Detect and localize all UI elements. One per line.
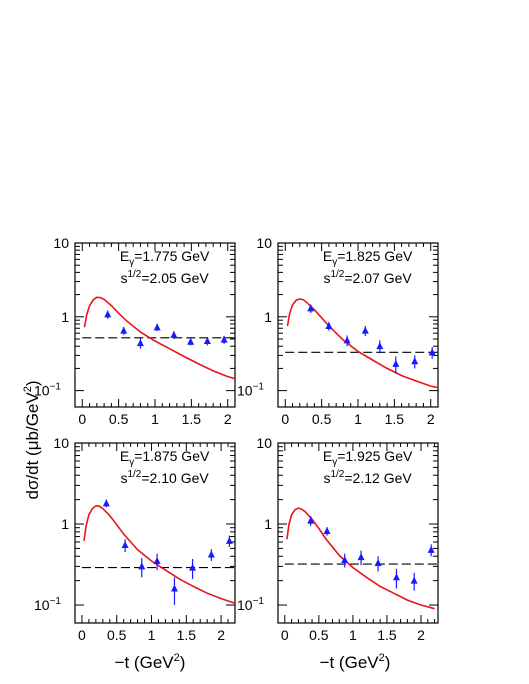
data-point bbox=[203, 337, 211, 345]
data-point bbox=[189, 563, 197, 571]
y-tick-label: 10−1 bbox=[34, 382, 61, 399]
data-point bbox=[120, 326, 128, 334]
x-tick-label: 1 bbox=[354, 411, 362, 427]
y-tick-label: 1 bbox=[264, 309, 272, 325]
x-axis-label-right: −t (GeV2) bbox=[320, 652, 391, 672]
x-tick-label: 1 bbox=[151, 411, 159, 427]
data-point bbox=[170, 330, 178, 338]
data-point bbox=[392, 359, 400, 367]
x-tick-label: 0 bbox=[78, 627, 86, 643]
data-point bbox=[392, 573, 400, 581]
data-point bbox=[325, 322, 333, 330]
model-curve bbox=[83, 504, 236, 605]
data-point bbox=[307, 516, 315, 524]
data-point bbox=[225, 536, 233, 544]
y-tick-label: 1 bbox=[61, 309, 69, 325]
plot-frame bbox=[277, 442, 439, 624]
data-point bbox=[102, 499, 110, 507]
data-point bbox=[220, 335, 228, 343]
data-point bbox=[187, 337, 195, 345]
data-point bbox=[427, 545, 435, 553]
data-point bbox=[343, 336, 351, 344]
y-tick-label: 10 bbox=[256, 435, 272, 451]
x-tick-label: 1.5 bbox=[182, 411, 202, 427]
y-tick-label: 10 bbox=[53, 435, 69, 451]
data-point bbox=[357, 553, 365, 561]
model-curve bbox=[286, 507, 435, 610]
y-tick-label: 10−1 bbox=[237, 382, 264, 399]
x-tick-label: 0.5 bbox=[309, 627, 329, 643]
x-tick-label: 2 bbox=[217, 627, 225, 643]
cm-energy-label: s1/2=2.05 GeV bbox=[120, 269, 209, 286]
data-point bbox=[121, 541, 129, 549]
beam-energy-label: Eγ=1.825 GeV bbox=[323, 248, 413, 268]
x-axis-label-left: −t (GeV2) bbox=[115, 652, 186, 672]
plot-frame bbox=[74, 242, 236, 408]
cm-energy-label: s1/2=2.12 GeV bbox=[323, 469, 412, 486]
y-tick-label: 10 bbox=[53, 235, 69, 251]
beam-energy-label: Eγ=1.775 GeV bbox=[120, 248, 210, 268]
x-tick-label: 0 bbox=[281, 627, 289, 643]
model-curve bbox=[286, 298, 439, 389]
y-tick-label: 10−1 bbox=[34, 596, 61, 613]
data-point bbox=[410, 576, 418, 584]
data-point bbox=[341, 555, 349, 563]
data-point bbox=[170, 584, 178, 592]
y-tick-label: 10−1 bbox=[237, 596, 264, 613]
x-tick-label: 1.5 bbox=[177, 627, 197, 643]
data-point bbox=[207, 550, 215, 558]
y-tick-label: 10 bbox=[256, 235, 272, 251]
data-point bbox=[374, 559, 382, 567]
plot-frame bbox=[277, 242, 439, 408]
x-tick-label: 2 bbox=[417, 627, 425, 643]
data-point bbox=[411, 357, 419, 365]
x-tick-label: 1.5 bbox=[385, 411, 405, 427]
x-tick-label: 1 bbox=[148, 627, 156, 643]
data-point bbox=[307, 304, 315, 312]
x-tick-label: 0.5 bbox=[107, 627, 127, 643]
data-point bbox=[138, 562, 146, 570]
x-tick-label: 2 bbox=[224, 411, 232, 427]
plot-frame bbox=[74, 442, 236, 624]
data-point bbox=[361, 326, 369, 334]
data-point bbox=[153, 323, 161, 331]
data-point bbox=[136, 339, 144, 347]
y-axis-label: dσ/dt (μb/GeV2) bbox=[22, 380, 42, 499]
data-point bbox=[153, 556, 161, 564]
data-point bbox=[104, 310, 112, 318]
x-tick-label: 0.5 bbox=[312, 411, 332, 427]
cm-energy-label: s1/2=2.10 GeV bbox=[120, 469, 209, 486]
beam-energy-label: Eγ=1.925 GeV bbox=[323, 448, 413, 468]
x-tick-label: 0.5 bbox=[109, 411, 129, 427]
data-point bbox=[376, 342, 384, 350]
cm-energy-label: s1/2=2.07 GeV bbox=[323, 269, 412, 286]
y-tick-label: 1 bbox=[61, 516, 69, 532]
beam-energy-label: Eγ=1.875 GeV bbox=[120, 448, 210, 468]
x-tick-label: 0 bbox=[78, 411, 86, 427]
data-point bbox=[323, 526, 331, 534]
model-curve bbox=[83, 296, 236, 380]
x-tick-label: 2 bbox=[427, 411, 435, 427]
x-tick-label: 1 bbox=[349, 627, 357, 643]
x-tick-label: 0 bbox=[281, 411, 289, 427]
x-tick-label: 1.5 bbox=[377, 627, 397, 643]
data-point bbox=[428, 348, 436, 356]
y-tick-label: 1 bbox=[264, 516, 272, 532]
